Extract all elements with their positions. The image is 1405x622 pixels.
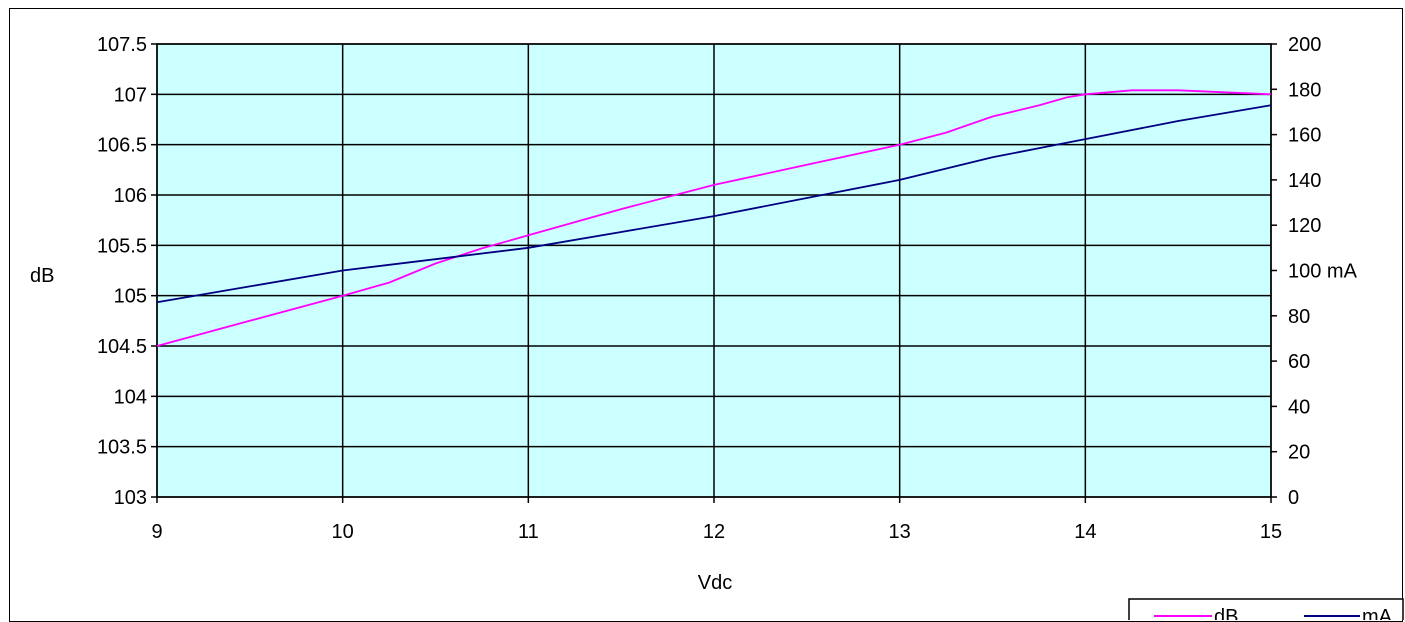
legend: dB mA [1128,598,1404,620]
right-tick-label: 160 [1288,125,1321,147]
right-tick-label: 200 [1288,34,1321,56]
left-tick-label: 106 [114,185,147,207]
left-tick-label: 106.5 [97,135,147,157]
x-tick-label: 14 [1074,521,1096,543]
legend-box [1128,598,1404,620]
left-tick-label: 103 [114,487,147,509]
x-tick-label: 11 [518,521,539,543]
right-tick-label: 60 [1288,351,1310,373]
right-tick-label: 140 [1288,170,1321,192]
x-axis-ticks: 9 10 11 12 13 14 15 [151,497,1282,543]
right-tick-label: 0 [1288,487,1299,509]
right-axis-ticks: 0 20 40 60 80 100 mA 120 140 160 180 200 [1271,34,1358,509]
right-tick-label: 80 [1288,306,1310,328]
left-tick-label: 107 [114,84,147,106]
legend-label-mA: mA [1362,606,1393,620]
left-tick-label: 105.5 [97,235,147,257]
y-axis-label: dB [30,265,54,287]
x-tick-label: 12 [703,521,725,543]
x-axis-label: Vdc [698,572,732,594]
series-line-mA [156,104,1272,304]
left-tick-label: 104 [114,386,147,408]
left-tick-label: 104.5 [97,336,147,358]
right-tick-label: 100 mA [1288,261,1358,283]
legend-label-dB: dB [1214,606,1238,620]
left-axis-ticks: 103 103.5 104 104.5 105 105.5 106 106.5 107 107.5 [97,34,157,509]
left-tick-label: 103.5 [97,437,147,459]
right-tick-label: 20 [1288,442,1310,464]
right-tick-label: 40 [1288,396,1310,418]
x-tick-label: 10 [332,521,354,543]
left-tick-label: 107.5 [97,34,147,56]
x-tick-label: 15 [1260,521,1282,543]
right-tick-label: 120 [1288,215,1321,237]
right-tick-label: 180 [1288,79,1321,101]
left-tick-label: 105 [114,286,147,308]
series-line-dB [156,89,1272,347]
series-lines [156,89,1272,347]
x-tick-label: 9 [151,521,162,543]
x-tick-label: 13 [889,521,911,543]
